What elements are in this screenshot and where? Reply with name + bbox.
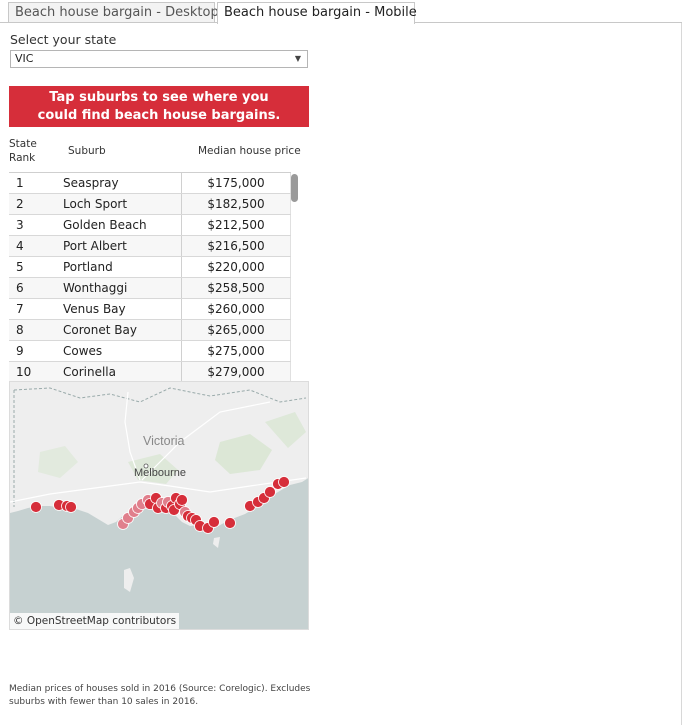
column-divider — [290, 215, 291, 235]
cell-price: $279,000 — [207, 365, 265, 379]
state-border — [13, 387, 307, 403]
map-attribution: © OpenStreetMap contributors — [10, 613, 180, 629]
cell-suburb[interactable]: Port Albert — [63, 239, 127, 253]
column-divider — [290, 320, 291, 340]
cell-price: $182,500 — [207, 197, 265, 211]
state-select[interactable]: VIC ▼ — [10, 50, 308, 68]
column-divider — [290, 194, 291, 214]
map-label-city: Melbourne — [134, 467, 186, 479]
park-area — [38, 446, 78, 478]
land-king-island — [124, 568, 134, 592]
column-divider — [181, 278, 182, 298]
footnote: Median prices of houses sold in 2016 (So… — [9, 684, 311, 707]
header-suburb: Suburb — [68, 145, 106, 157]
table-row[interactable]: 5 Portland $220,000 — [9, 257, 291, 278]
cell-price: $175,000 — [207, 176, 265, 190]
table-row[interactable]: 7 Venus Bay $260,000 — [9, 299, 291, 320]
cell-suburb[interactable]: Venus Bay — [63, 302, 126, 316]
table-row[interactable]: 10 Corinella $279,000 — [9, 362, 291, 383]
cell-rank: 3 — [16, 218, 24, 232]
cell-price: $216,500 — [207, 239, 265, 253]
column-divider — [181, 320, 182, 340]
instruction-banner: Tap suburbs to see where you could find … — [9, 86, 309, 127]
cell-rank: 8 — [16, 323, 24, 337]
suburb-table: 1 Seaspray $175,000 2 Loch Sport $182,500 3 Gol… — [9, 172, 291, 383]
column-divider — [181, 194, 182, 214]
table-scrollbar[interactable] — [291, 174, 298, 202]
suburb-marker[interactable] — [208, 516, 220, 528]
header-state-rank: State Rank — [9, 138, 37, 164]
cell-rank: 2 — [16, 197, 24, 211]
cell-rank: 5 — [16, 260, 24, 274]
park-area — [215, 434, 272, 474]
tab-desktop[interactable]: Beach house bargain - Desktop — [8, 2, 219, 22]
map-label-state: Victoria — [143, 434, 185, 448]
column-divider — [290, 341, 291, 361]
map-canvas[interactable]: Victoria Melbourne — [10, 382, 309, 630]
cell-rank: 9 — [16, 344, 24, 358]
cell-suburb[interactable]: Cowes — [63, 344, 103, 358]
column-divider — [290, 278, 291, 298]
suburb-map[interactable]: Victoria Melbourne © OpenStreetMap contr… — [9, 381, 309, 630]
table-row[interactable]: 2 Loch Sport $182,500 — [9, 194, 291, 215]
banner-text: Tap suburbs to see where you could find … — [37, 89, 281, 123]
state-select-value: VIC — [15, 52, 34, 65]
state-filter-label: Select your state — [10, 32, 117, 47]
suburb-marker[interactable] — [65, 501, 77, 513]
column-divider — [290, 236, 291, 256]
cell-suburb[interactable]: Portland — [63, 260, 113, 274]
tab-bar: Beach house bargain - Desktop Beach hous… — [0, 0, 682, 24]
column-divider — [290, 173, 291, 193]
cell-price: $258,500 — [207, 281, 265, 295]
suburb-marker[interactable] — [30, 501, 42, 513]
road — [10, 477, 307, 503]
suburb-marker[interactable] — [176, 494, 188, 506]
column-divider — [290, 362, 291, 382]
cell-price: $265,000 — [207, 323, 265, 337]
suburb-marker[interactable] — [224, 517, 236, 529]
cell-price: $275,000 — [207, 344, 265, 358]
cell-price: $260,000 — [207, 302, 265, 316]
suburb-markers[interactable] — [30, 476, 290, 534]
cell-suburb[interactable]: Corinella — [63, 365, 116, 379]
cell-price: $220,000 — [207, 260, 265, 274]
cell-suburb[interactable]: Wonthaggi — [63, 281, 128, 295]
cell-rank: 6 — [16, 281, 24, 295]
city-marker — [143, 463, 149, 469]
suburb-marker[interactable] — [264, 486, 276, 498]
table-row[interactable]: 3 Golden Beach $212,500 — [9, 215, 291, 236]
column-divider — [181, 215, 182, 235]
cell-rank: 10 — [16, 365, 32, 379]
cell-rank: 7 — [16, 302, 24, 316]
cell-price: $212,500 — [207, 218, 265, 232]
column-divider — [181, 236, 182, 256]
column-divider — [181, 257, 182, 277]
table-row[interactable]: 6 Wonthaggi $258,500 — [9, 278, 291, 299]
cell-rank: 4 — [16, 239, 24, 253]
land-island — [213, 537, 220, 548]
park-area — [265, 412, 306, 448]
cell-suburb[interactable]: Golden Beach — [63, 218, 147, 232]
column-divider — [290, 257, 291, 277]
table-row[interactable]: 9 Cowes $275,000 — [9, 341, 291, 362]
suburb-marker[interactable] — [278, 476, 290, 488]
column-divider — [181, 362, 182, 382]
header-median-price: Median house price — [198, 145, 301, 157]
dropdown-caret-icon[interactable]: ▼ — [294, 54, 301, 63]
column-divider — [181, 173, 182, 193]
road — [124, 391, 141, 481]
tab-mobile[interactable]: Beach house bargain - Mobile — [217, 2, 417, 24]
cell-suburb[interactable]: Coronet Bay — [63, 323, 137, 337]
table-row[interactable]: 8 Coronet Bay $265,000 — [9, 320, 291, 341]
road — [141, 401, 271, 481]
column-divider — [181, 341, 182, 361]
cell-suburb[interactable]: Loch Sport — [63, 197, 128, 211]
column-divider — [181, 299, 182, 319]
table-row[interactable]: 1 Seaspray $175,000 — [9, 173, 291, 194]
cell-rank: 1 — [16, 176, 24, 190]
column-divider — [290, 299, 291, 319]
table-row[interactable]: 4 Port Albert $216,500 — [9, 236, 291, 257]
cell-suburb[interactable]: Seaspray — [63, 176, 119, 190]
